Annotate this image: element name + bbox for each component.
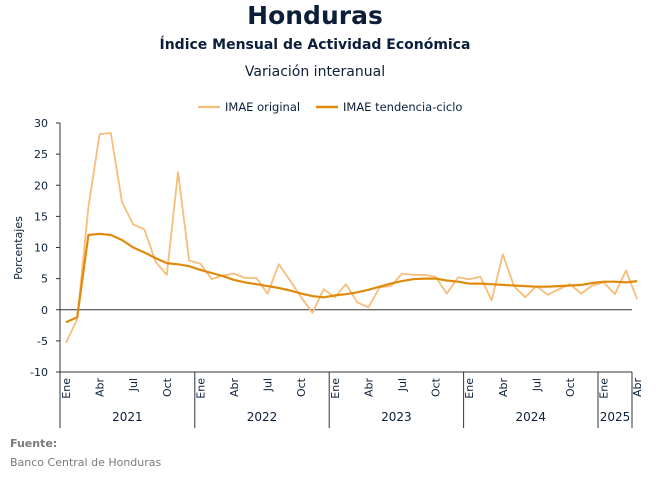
x-tick-label: Abr <box>497 378 510 398</box>
y-tick-label: 10 <box>34 242 48 255</box>
chart-title: Honduras <box>247 1 383 30</box>
x-tick-label: Abr <box>631 378 644 398</box>
x-tick-label: Ene <box>463 378 476 399</box>
x-tick-label: Oct <box>161 377 174 397</box>
y-tick-label: 15 <box>34 210 48 223</box>
year-label: 2021 <box>112 410 143 424</box>
y-axis-title: Porcentajes <box>12 216 25 280</box>
y-tick-label: 30 <box>34 117 48 130</box>
x-tick-label: Oct <box>295 377 308 397</box>
y-tick-label: 5 <box>41 273 48 286</box>
y-tick-label: -10 <box>30 366 48 379</box>
source-text: Banco Central de Honduras <box>10 456 162 469</box>
legend-label: IMAE original <box>225 100 300 114</box>
x-tick-label: Jul <box>396 378 409 392</box>
year-label: 2023 <box>381 410 412 424</box>
x-tick-label: Ene <box>598 378 611 399</box>
year-label: 2024 <box>516 410 547 424</box>
x-tick-label: Abr <box>228 378 241 398</box>
series-line-trend <box>65 232 638 324</box>
legend-label: IMAE tendencia-ciclo <box>343 100 462 114</box>
source-label: Fuente: <box>10 437 58 450</box>
x-tick-label: Jul <box>127 378 140 392</box>
y-tick-label: 0 <box>41 304 48 317</box>
series-line-original <box>65 132 639 344</box>
x-tick-label: Ene <box>60 378 73 399</box>
y-tick-label: -5 <box>37 335 48 348</box>
chart-subtitle-variation: Variación interanual <box>244 64 386 80</box>
year-label: 2022 <box>247 410 278 424</box>
x-tick-label: Ene <box>194 378 207 399</box>
x-tick-label: Abr <box>362 378 375 398</box>
x-tick-label: Jul <box>262 378 275 392</box>
y-tick-label: 25 <box>34 148 48 161</box>
x-tick-label: Oct <box>564 377 577 397</box>
x-tick-label: Ene <box>329 378 342 399</box>
x-tick-label: Abr <box>94 378 107 398</box>
x-tick-label: Jul <box>530 378 543 392</box>
chart-subtitle: Índice Mensual de Actividad Económica <box>159 37 471 53</box>
year-label: 2025 <box>600 410 631 424</box>
x-tick-label: Oct <box>430 377 443 397</box>
y-tick-label: 20 <box>34 179 48 192</box>
